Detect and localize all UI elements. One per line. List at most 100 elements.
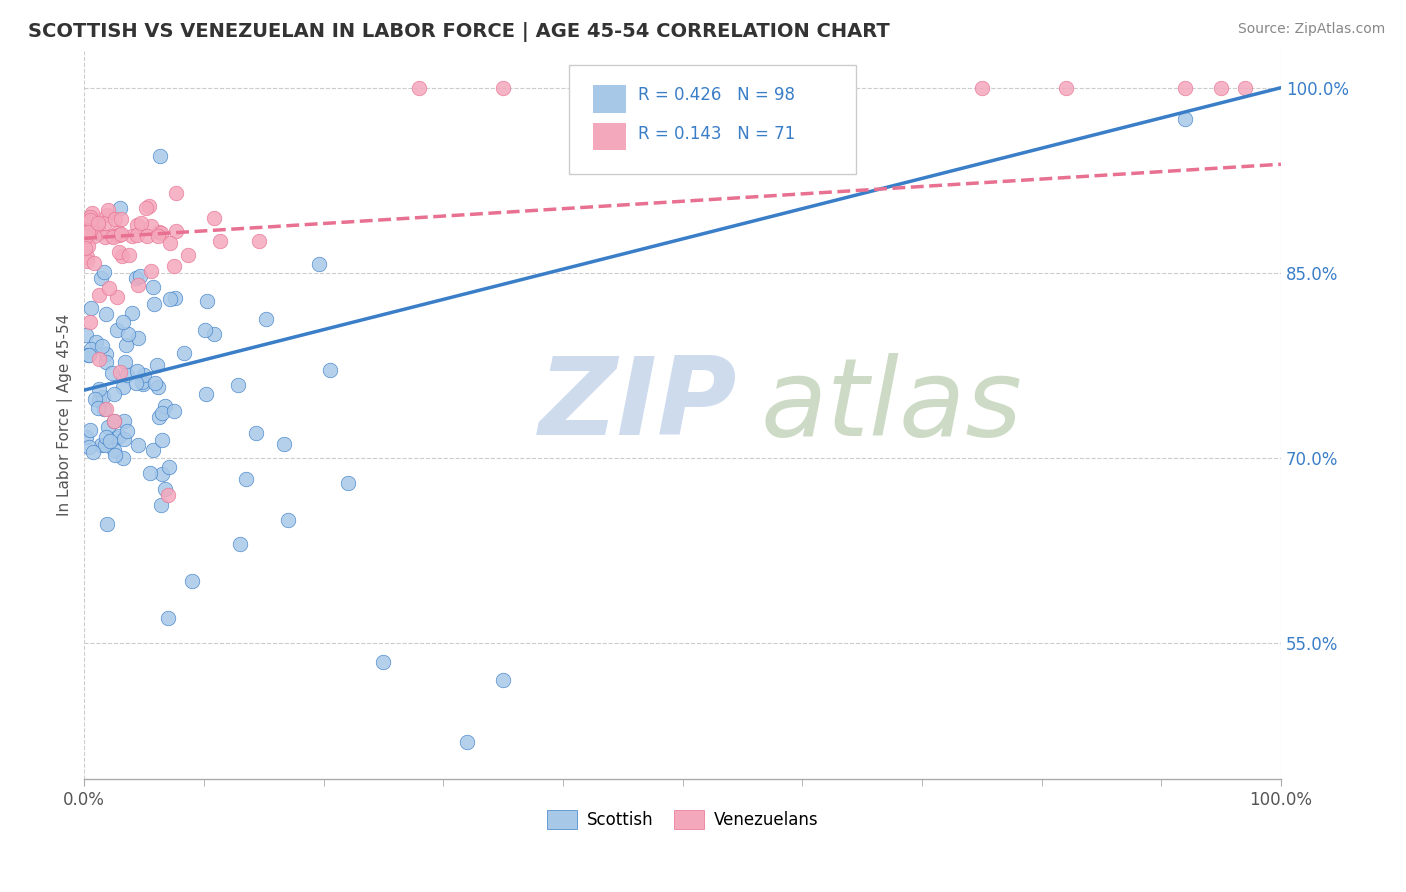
Point	[114, 355, 136, 369]
Point	[118, 248, 141, 262]
Point	[127, 278, 149, 293]
Text: R = 0.143   N = 71: R = 0.143 N = 71	[638, 125, 796, 143]
Point	[319, 362, 342, 376]
Point	[129, 269, 152, 284]
Text: SCOTTISH VS VENEZUELAN IN LABOR FORCE | AGE 45-54 CORRELATION CHART: SCOTTISH VS VENEZUELAN IN LABOR FORCE | …	[28, 22, 890, 42]
Point	[96, 517, 118, 532]
Point	[139, 466, 162, 480]
Point	[792, 80, 814, 95]
Point	[103, 387, 125, 401]
Point	[408, 80, 430, 95]
Point	[94, 216, 117, 230]
Point	[115, 368, 138, 382]
Point	[1174, 112, 1197, 126]
Point	[77, 348, 100, 362]
Point	[77, 348, 100, 362]
Point	[155, 400, 177, 414]
Point	[1211, 80, 1233, 95]
Point	[77, 440, 100, 454]
Point	[104, 448, 127, 462]
Point	[108, 245, 131, 260]
Point	[132, 368, 155, 382]
Point	[235, 473, 257, 487]
Point	[87, 218, 110, 232]
Point	[101, 230, 124, 244]
Point	[79, 223, 101, 237]
Point	[112, 432, 135, 446]
Point	[127, 364, 149, 378]
Text: ZIP: ZIP	[538, 352, 737, 458]
Point	[138, 199, 160, 213]
Point	[157, 488, 180, 502]
Point	[104, 212, 127, 227]
Point	[73, 241, 96, 255]
Point	[80, 219, 103, 233]
Point	[970, 80, 993, 95]
Point	[111, 451, 134, 466]
Point	[101, 229, 124, 244]
Point	[111, 250, 134, 264]
Text: R = 0.426   N = 98: R = 0.426 N = 98	[638, 86, 796, 103]
Point	[157, 611, 180, 625]
Point	[202, 327, 225, 342]
Point	[77, 239, 100, 253]
Point	[131, 375, 153, 389]
Point	[107, 226, 129, 240]
Point	[75, 430, 97, 444]
Point	[79, 210, 101, 224]
Point	[84, 392, 107, 406]
Point	[94, 438, 117, 452]
Point	[157, 459, 180, 474]
Point	[142, 442, 165, 457]
Point	[90, 437, 112, 451]
Point	[84, 334, 107, 349]
Point	[146, 358, 169, 372]
Point	[1054, 80, 1077, 95]
Point	[142, 279, 165, 293]
Point	[173, 346, 195, 360]
Point	[94, 230, 117, 244]
Point	[148, 225, 170, 239]
Point	[202, 211, 225, 225]
Point	[139, 219, 162, 233]
FancyBboxPatch shape	[593, 85, 627, 112]
Point	[80, 211, 103, 225]
Point	[79, 315, 101, 329]
Point	[254, 312, 277, 326]
Point	[456, 735, 478, 749]
Point	[108, 365, 131, 379]
Point	[150, 467, 173, 482]
Point	[125, 271, 148, 285]
Point	[143, 297, 166, 311]
Point	[93, 265, 115, 279]
Point	[149, 149, 172, 163]
Point	[79, 343, 101, 357]
Point	[105, 323, 128, 337]
Point	[181, 574, 204, 589]
Point	[75, 228, 97, 243]
Point	[110, 227, 132, 241]
FancyBboxPatch shape	[569, 65, 856, 175]
Point	[194, 387, 217, 401]
Point	[127, 219, 149, 233]
Point	[76, 215, 98, 229]
Point	[195, 293, 218, 308]
Point	[492, 673, 515, 688]
Point	[80, 206, 103, 220]
Point	[150, 406, 173, 420]
Point	[1174, 80, 1197, 95]
Point	[165, 224, 187, 238]
Point	[149, 226, 172, 240]
Point	[107, 429, 129, 443]
Point	[134, 201, 156, 215]
Point	[177, 247, 200, 261]
Point	[163, 291, 186, 305]
Point	[146, 380, 169, 394]
Text: Source: ZipAtlas.com: Source: ZipAtlas.com	[1237, 22, 1385, 37]
Point	[98, 434, 121, 448]
Point	[194, 323, 217, 337]
Point	[163, 259, 186, 273]
Point	[110, 211, 132, 226]
Point	[104, 431, 127, 445]
Point	[121, 228, 143, 243]
